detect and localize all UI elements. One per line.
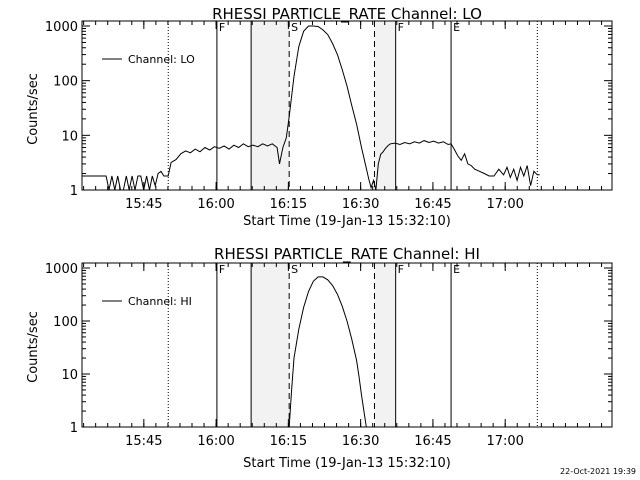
x-tick-label: 16:15 — [270, 197, 307, 212]
x-tick-label: 16:15 — [270, 434, 307, 449]
series-line — [82, 25, 540, 191]
y-tick-label: 1 — [70, 421, 78, 436]
y-tick-label: 1 — [70, 184, 78, 199]
y-tick-label: 1000 — [45, 20, 78, 35]
time-marker-label: E — [453, 21, 460, 34]
chart-title: RHESSI PARTICLE_RATE Channel: LO — [212, 5, 482, 24]
chart-title: RHESSI PARTICLE_RATE Channel: HI — [214, 245, 480, 264]
x-tick-label: 16:30 — [342, 197, 379, 212]
shaded-interval — [251, 263, 290, 427]
time-marker-label: F — [219, 263, 225, 276]
time-marker-label: E — [453, 263, 460, 276]
legend-label: Channel: LO — [128, 53, 195, 66]
y-tick-label: 10 — [61, 368, 78, 383]
x-tick-label: 17:00 — [486, 197, 523, 212]
x-tick-label: 16:45 — [414, 197, 451, 212]
time-marker-label: F — [398, 21, 404, 34]
x-tick-label: 17:00 — [486, 434, 523, 449]
y-tick-label: 1000 — [45, 262, 78, 277]
plot-frame — [81, 20, 613, 191]
series-line — [288, 276, 367, 428]
x-tick-label: 16:45 — [414, 434, 451, 449]
x-tick-label: 15:45 — [125, 197, 162, 212]
chart-panel-lo: RHESSI PARTICLE_RATE Channel: LO Start T… — [26, 5, 613, 229]
x-axis-label: Start Time (19-Jan-13 15:32:10) — [243, 456, 451, 471]
x-tick-label: 16:30 — [342, 434, 379, 449]
footer-timestamp: 22-Oct-2021 19:39 — [560, 467, 636, 476]
y-tick-label: 100 — [53, 75, 78, 90]
shaded-interval — [374, 263, 396, 427]
legend-label: Channel: HI — [128, 295, 192, 308]
x-tick-label: 16:00 — [197, 197, 234, 212]
plot-frame — [81, 262, 613, 428]
x-tick-label: 15:45 — [125, 434, 162, 449]
time-marker-label: S — [291, 21, 298, 34]
time-marker-label: F — [219, 21, 225, 34]
time-marker-label: S — [291, 263, 298, 276]
x-axis-label: Start Time (19-Jan-13 15:32:10) — [243, 214, 451, 229]
time-marker-label: F — [398, 263, 404, 276]
x-tick-label: 16:00 — [197, 434, 234, 449]
y-axis-label: Counts/sec — [26, 311, 41, 383]
shaded-interval — [251, 21, 290, 190]
y-tick-label: 100 — [53, 315, 78, 330]
y-tick-label: 10 — [61, 129, 78, 144]
y-axis-label: Counts/sec — [26, 73, 41, 145]
shaded-interval — [374, 21, 396, 190]
chart-panel-hi: RHESSI PARTICLE_RATE Channel: HI Start T… — [26, 245, 613, 471]
